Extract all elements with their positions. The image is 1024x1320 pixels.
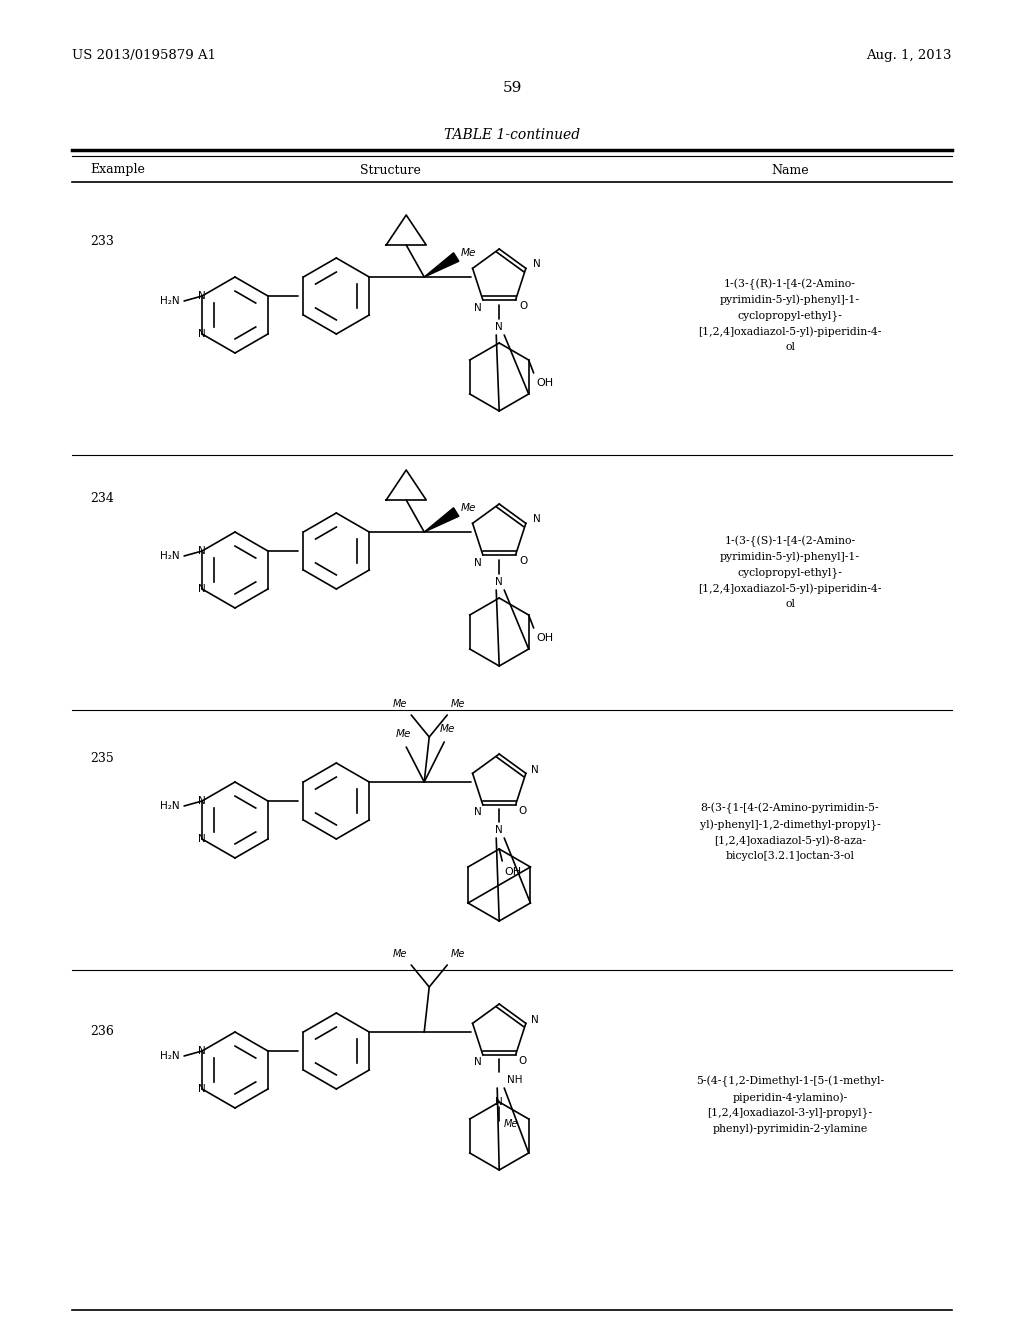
Text: 236: 236: [90, 1026, 114, 1038]
Polygon shape: [424, 508, 459, 532]
Text: H₂N: H₂N: [161, 296, 180, 306]
Text: N: N: [199, 583, 206, 594]
Text: N: N: [496, 1097, 503, 1107]
Text: O: O: [518, 807, 526, 816]
Text: N: N: [531, 766, 539, 775]
Text: US 2013/0195879 A1: US 2013/0195879 A1: [72, 49, 216, 62]
Text: Me: Me: [393, 949, 408, 960]
Text: N: N: [199, 329, 206, 339]
Text: N: N: [199, 1084, 206, 1094]
Text: Me: Me: [452, 700, 466, 709]
Text: N: N: [496, 577, 503, 587]
Text: N: N: [473, 557, 481, 568]
Polygon shape: [424, 252, 459, 277]
Text: Structure: Structure: [359, 164, 421, 177]
Text: OH: OH: [504, 867, 521, 876]
Text: Me: Me: [395, 729, 411, 739]
Text: 5-(4-{1,2-Dimethyl-1-[5-(1-methyl-
piperidin-4-ylamino)-
[1,2,4]oxadiazol-3-yl]-: 5-(4-{1,2-Dimethyl-1-[5-(1-methyl- piper…: [696, 1076, 884, 1134]
Text: Aug. 1, 2013: Aug. 1, 2013: [866, 49, 952, 62]
Text: Me: Me: [504, 1119, 518, 1129]
Text: Me: Me: [461, 503, 476, 513]
Text: N: N: [199, 290, 206, 301]
Text: N: N: [496, 825, 503, 836]
Text: N: N: [531, 1015, 539, 1026]
Text: N: N: [199, 796, 206, 807]
Text: N: N: [532, 259, 541, 269]
Text: Me: Me: [439, 723, 455, 734]
Text: 234: 234: [90, 492, 114, 506]
Text: OH: OH: [537, 634, 554, 643]
Text: N: N: [473, 1057, 481, 1067]
Text: 1-(3-{(S)-1-[4-(2-Amino-
pyrimidin-5-yl)-phenyl]-1-
cyclopropyl-ethyl}-
[1,2,4]o: 1-(3-{(S)-1-[4-(2-Amino- pyrimidin-5-yl)…: [698, 536, 882, 609]
Text: H₂N: H₂N: [161, 801, 180, 810]
Text: 1-(3-{(R)-1-[4-(2-Amino-
pyrimidin-5-yl)-phenyl]-1-
cyclopropyl-ethyl}-
[1,2,4]o: 1-(3-{(R)-1-[4-(2-Amino- pyrimidin-5-yl)…: [698, 279, 882, 351]
Text: 8-(3-{1-[4-(2-Amino-pyrimidin-5-
yl)-phenyl]-1,2-dimethyl-propyl}-
[1,2,4]oxadia: 8-(3-{1-[4-(2-Amino-pyrimidin-5- yl)-phe…: [699, 803, 881, 861]
Text: N: N: [473, 807, 481, 817]
Text: Me: Me: [393, 700, 408, 709]
Text: N: N: [199, 546, 206, 556]
Text: O: O: [520, 301, 528, 312]
Text: N: N: [199, 1045, 206, 1056]
Text: N: N: [496, 322, 503, 333]
Text: NH: NH: [507, 1074, 522, 1085]
Text: OH: OH: [537, 378, 554, 388]
Text: N: N: [532, 515, 541, 524]
Text: N: N: [199, 834, 206, 843]
Text: Me: Me: [461, 248, 476, 257]
Text: N: N: [473, 302, 481, 313]
Text: 235: 235: [90, 752, 114, 766]
Text: TABLE 1-continued: TABLE 1-continued: [444, 128, 580, 143]
Text: O: O: [518, 1056, 526, 1067]
Text: Name: Name: [771, 164, 809, 177]
Text: 233: 233: [90, 235, 114, 248]
Text: 59: 59: [503, 81, 521, 95]
Text: Me: Me: [452, 949, 466, 960]
Text: Example: Example: [90, 164, 144, 177]
Text: H₂N: H₂N: [161, 550, 180, 561]
Text: H₂N: H₂N: [161, 1051, 180, 1061]
Text: O: O: [520, 556, 528, 566]
